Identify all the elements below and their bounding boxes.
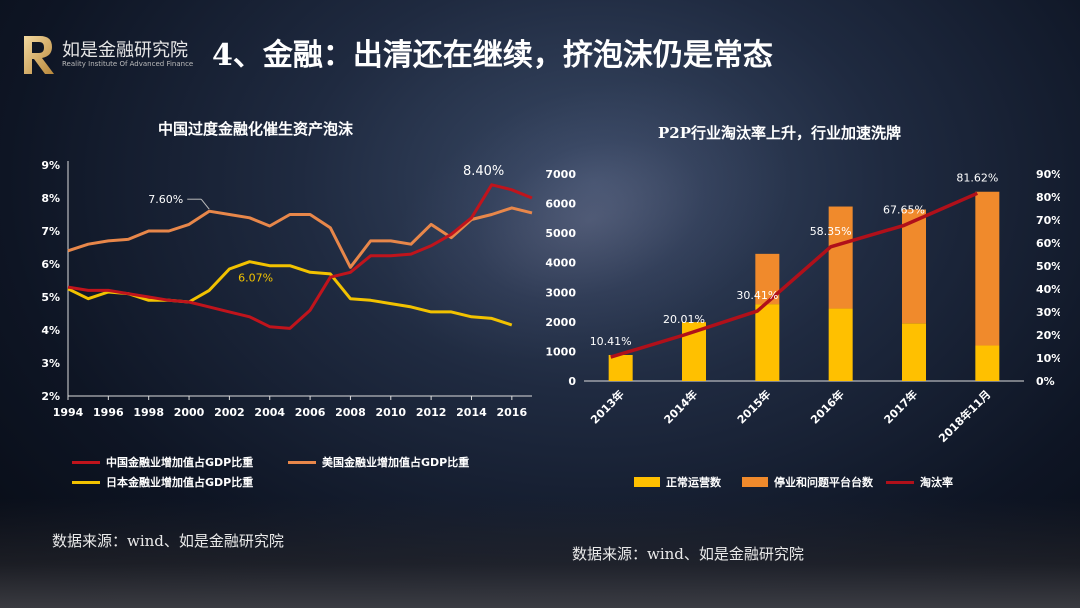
left-x-tick-label: 2010 (375, 406, 406, 419)
right-y-left-tick-label: 4000 (545, 257, 576, 270)
left-y-tick-label: 3% (41, 357, 60, 370)
bar-normal (902, 323, 926, 381)
legend-usa-swatch (288, 460, 316, 464)
right-y-right-tick-label: 70% (1036, 214, 1060, 227)
right-x-tick-label: 2017年 (881, 387, 920, 426)
left-x-tick-label: 1998 (133, 406, 164, 419)
right-y-right-tick-label: 30% (1036, 306, 1060, 319)
right-x-tick-label: 2015年 (734, 387, 773, 426)
right-x-tick-label: 2016年 (807, 387, 846, 426)
bar-problem (975, 191, 1000, 346)
right-chart-title: P2P行业淘汰率上升，行业加速洗牌 (658, 124, 901, 142)
bar-problem (828, 206, 853, 309)
right-y-left-tick-label: 0 (568, 375, 576, 388)
annotation-leader-usa-2 (200, 198, 210, 210)
left-x-tick-label: 2016 (497, 406, 528, 419)
rate-data-label: 10.41% (590, 335, 632, 348)
right-y-right-tick-label: 80% (1036, 191, 1060, 204)
left-x-tick-label: 1994 (53, 406, 84, 419)
left-y-tick-label: 6% (41, 258, 60, 271)
left-x-tick-label: 2000 (174, 406, 205, 419)
right-y-right-tick-label: 20% (1036, 329, 1060, 342)
left-y-tick-label: 4% (41, 324, 60, 337)
rate-line (610, 191, 979, 359)
annotation-usa-peak: 7.60% (148, 193, 183, 206)
left-y-tick-label: 9% (41, 159, 60, 172)
bar-normal (975, 345, 1000, 381)
right-y-left-tick-label: 7000 (545, 168, 576, 181)
legend-normal: 正常运营数 (634, 474, 721, 490)
legend-problem-swatch (742, 477, 768, 487)
right-y-right-tick-label: 90% (1036, 168, 1060, 181)
right-x-tick-label: 2014年 (661, 387, 700, 426)
legend-problem: 停业和问题平台台数 (742, 474, 873, 490)
left-x-tick-label: 2014 (456, 406, 487, 419)
legend-rate: 淘汰率 (886, 474, 953, 490)
rate-data-label: 20.01% (663, 313, 705, 326)
rate-data-label: 58.35% (810, 225, 852, 238)
right-y-left-tick-label: 1000 (545, 345, 576, 358)
right-y-left-tick-label: 2000 (545, 316, 576, 329)
ground-shadow (0, 498, 1080, 608)
right-y-left-tick-label: 3000 (545, 286, 576, 299)
right-y-right-tick-label: 50% (1036, 260, 1060, 273)
right-y-left-tick-label: 5000 (545, 227, 576, 240)
rate-data-label: 67.65% (883, 203, 925, 216)
legend-japan: 日本金融业增加值占GDP比重 (72, 474, 253, 490)
legend-usa: 美国金融业增加值占GDP比重 (288, 454, 469, 470)
legend-usa-label: 美国金融业增加值占GDP比重 (322, 456, 470, 469)
left-y-tick-label: 2% (41, 390, 60, 403)
bar-normal (608, 354, 633, 381)
legend-japan-label: 日本金融业增加值占GDP比重 (106, 476, 254, 489)
rate-data-label: 81.62% (956, 171, 998, 184)
left-y-tick-label: 5% (41, 291, 60, 304)
legend-china-label: 中国金融业增加值占GDP比重 (106, 456, 254, 469)
japan-line (67, 260, 513, 327)
left-x-tick-label: 1996 (93, 406, 124, 419)
left-x-tick-label: 2002 (214, 406, 245, 419)
bar-normal (828, 308, 853, 381)
logo-r-icon (24, 36, 54, 74)
usa-line (67, 206, 533, 269)
legend-rate-swatch (886, 480, 914, 484)
left-y-tick-label: 7% (41, 225, 60, 238)
legend-rate-label: 淘汰率 (920, 476, 953, 489)
right-source: 数据来源：wind、如是金融研究院 (572, 545, 804, 563)
legend-japan-swatch (72, 480, 100, 484)
right-y-right-tick-label: 60% (1036, 237, 1060, 250)
china-line (67, 183, 533, 330)
annotation-japan-peak: 6.07% (238, 272, 273, 285)
right-y-right-tick-label: 10% (1036, 352, 1060, 365)
legend-problem-label: 停业和问题平台台数 (774, 476, 873, 489)
left-x-tick-label: 2006 (295, 406, 326, 419)
bar-problem (902, 209, 926, 324)
left-y-tick-label: 8% (41, 192, 60, 205)
right-x-tick-label: 2013年 (587, 387, 626, 426)
right-x-tick-label: 2018年11月 (936, 387, 994, 445)
annotation-china-peak: 8.40% (463, 164, 504, 179)
page-title: 4、金融：出清还在继续，挤泡沫仍是常态 (212, 38, 773, 73)
left-source: 数据来源：wind、如是金融研究院 (52, 532, 284, 550)
left-x-tick-label: 2004 (254, 406, 285, 419)
left-chart-title: 中国过度金融化催生资产泡沫 (158, 120, 354, 138)
logo-subtitle: Reality Institute Of Advanced Finance (62, 60, 194, 68)
logo-name: 如是金融研究院 (62, 40, 188, 61)
legend-china-swatch (72, 460, 100, 464)
left-x-tick-label: 2008 (335, 406, 366, 419)
right-bar-chart: 0 1000 2000 3000 4000 5000 6000 7000 0% 10% 20% 30%… (545, 168, 1060, 445)
rate-data-label: 30.41% (736, 289, 778, 302)
left-line-chart: 2% 3% 4% 5% 6% 7% 8% 9% 1994 1996 1998 2000 2002 2004… (41, 159, 533, 419)
legend-normal-swatch (634, 477, 660, 487)
right-y-left-tick-label: 6000 (545, 198, 576, 211)
legend-normal-label: 正常运营数 (666, 476, 721, 489)
bar-normal (755, 304, 780, 381)
right-y-right-tick-label: 0% (1036, 375, 1055, 388)
legend-china: 中国金融业增加值占GDP比重 (72, 454, 253, 470)
right-y-right-tick-label: 40% (1036, 283, 1060, 296)
left-x-tick-label: 2012 (416, 406, 447, 419)
